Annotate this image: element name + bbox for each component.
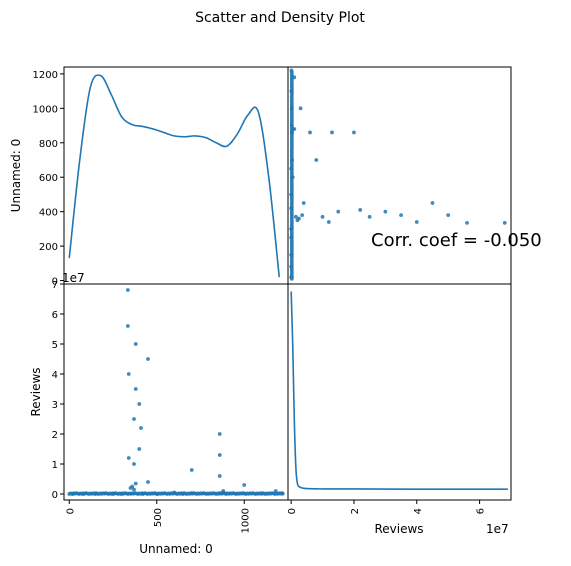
scatter-point-top-right (414, 220, 419, 224)
scatter-point-top-right (300, 213, 305, 218)
unnamed-y-tick-label: 1200 (33, 70, 58, 81)
scatter-point-bottom-left (217, 453, 222, 457)
scatter-point-bottom-left (133, 387, 138, 391)
reviews-y-tick-label: 6 (52, 310, 58, 321)
scatter-point-top-right (293, 214, 298, 219)
reviews-y-tick-label: 1 (52, 460, 58, 471)
scatter-point-bottom-left (217, 474, 222, 478)
scatter-point-top-right (314, 158, 319, 162)
density-layer (68, 74, 508, 491)
scatter-point-top-right (465, 220, 469, 225)
scatter-point-bottom-left (132, 417, 136, 421)
scatter-point-top-right (330, 130, 334, 135)
panel-frame-0 (63, 66, 289, 285)
unnamed-x-tick-label: 1000 (240, 508, 251, 533)
panel-frame-1 (287, 66, 512, 285)
unnamed-y-tick-label: 1000 (33, 104, 58, 115)
density-curve-reviews (290, 291, 508, 491)
reviews-y-tick-label: 5 (52, 340, 58, 351)
scatter-point-top-right (298, 106, 303, 111)
x-axis-label-unnamed: Unnamed: 0 (139, 542, 213, 556)
reviews-x-tick-label: 4 (413, 508, 424, 514)
panel-frame-2 (63, 283, 289, 501)
reviews-y-tick-label: 7 (52, 280, 58, 291)
y-axis-label-reviews: Reviews (29, 367, 43, 416)
y-axis-label-unnamed: Unnamed: 0 (9, 139, 23, 213)
scatter-point-top-right (358, 208, 363, 212)
scatter-point-top-right (308, 130, 312, 135)
scatter-point-top-right (336, 209, 341, 214)
unnamed-y-tick-label: 0 (52, 277, 58, 288)
scatter-point-bottom-left (146, 357, 150, 361)
scatter-layer (67, 68, 507, 496)
scatter-point-top-right (297, 216, 301, 221)
scatter-point-bottom-left (242, 483, 247, 487)
reviews-y-tick-label: 3 (52, 400, 58, 411)
unnamed-y-tick-label: 600 (39, 173, 58, 184)
unnamed-y-tick-label: 200 (39, 242, 58, 253)
scatter-point-top-right (446, 213, 451, 218)
offset-label-reviews-y: 1e7 (62, 271, 85, 285)
x-axis-label-reviews: Reviews (374, 522, 423, 536)
scatter-point-bottom-left (189, 468, 194, 472)
scatter-point-bottom-left (133, 342, 138, 346)
scatter-point-top-right (367, 214, 372, 219)
scatter-point-top-right (352, 130, 356, 135)
scatter-point-bottom-left (133, 481, 138, 486)
scatter-point-bottom-left (280, 491, 284, 495)
scatter-point-bottom-left (217, 432, 222, 436)
scatter-point-bottom-left (125, 288, 130, 292)
scatter-point-bottom-left (126, 456, 131, 460)
panel-frame-3 (287, 283, 512, 501)
reviews-x-tick-label: 0 (287, 508, 298, 514)
reviews-y-tick-label: 0 (52, 490, 58, 501)
reviews-y-tick-label: 4 (52, 370, 58, 381)
scatter-point-bottom-left (137, 447, 142, 451)
unnamed-y-tick-label: 400 (39, 208, 58, 219)
scatter-point-top-right (383, 209, 388, 214)
scatter-point-top-right (289, 70, 294, 75)
reviews-y-tick-label: 2 (52, 430, 58, 441)
scatter-point-bottom-left (125, 324, 130, 328)
density-curve-unnamed (68, 74, 281, 278)
scatter-point-top-right (430, 201, 435, 205)
scatter-point-bottom-left (146, 480, 150, 484)
unnamed-x-tick-label: 0 (65, 508, 76, 514)
axes-layer (60, 66, 512, 504)
scatter-point-bottom-left (132, 462, 136, 466)
offset-label-reviews-x: 1e7 (486, 522, 509, 536)
unnamed-x-tick-label: 500 (153, 508, 164, 527)
scatter-point-bottom-left (130, 484, 135, 489)
scatter-point-bottom-left (126, 372, 131, 376)
reviews-x-tick-label: 6 (476, 508, 487, 514)
scatter-point-top-right (320, 214, 325, 219)
reviews-x-tick-label: 2 (350, 508, 361, 514)
chart-title: Scatter and Density Plot (195, 10, 365, 26)
scatter-point-top-right (399, 213, 403, 218)
unnamed-y-tick-label: 800 (39, 139, 58, 150)
scatter-point-top-right (301, 201, 306, 205)
scatter-point-top-right (502, 220, 507, 225)
scatter-point-bottom-left (139, 426, 143, 430)
scatter-point-bottom-left (137, 402, 142, 406)
scatter-point-top-right (326, 220, 331, 224)
scatter-point-bottom-left (132, 487, 136, 492)
correlation-annotation: Corr. coef = -0.050 (371, 230, 542, 251)
